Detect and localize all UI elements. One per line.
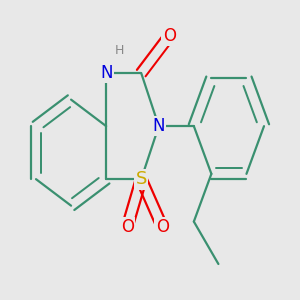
Text: O: O <box>163 27 176 45</box>
Text: O: O <box>156 218 169 236</box>
Text: O: O <box>121 218 134 236</box>
Text: H: H <box>115 44 124 57</box>
Text: S: S <box>136 170 147 188</box>
Text: N: N <box>152 117 165 135</box>
Text: N: N <box>100 64 112 82</box>
